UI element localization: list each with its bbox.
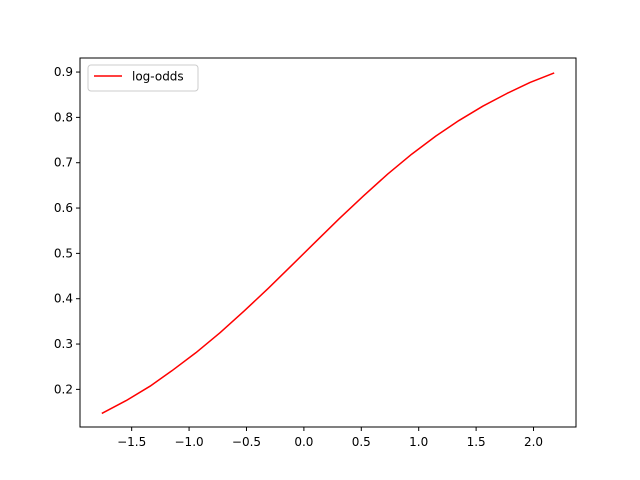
x-tick-label: 2.0 xyxy=(524,435,543,449)
y-tick-label: 0.7 xyxy=(54,156,73,170)
x-tick-label: −1.0 xyxy=(175,435,204,449)
x-tick-label: −1.5 xyxy=(117,435,146,449)
plot-area xyxy=(80,58,576,427)
y-tick-label: 0.8 xyxy=(54,110,73,124)
x-tick-label: 0.0 xyxy=(294,435,313,449)
series-line-log-odds xyxy=(101,72,555,415)
y-tick-label: 0.9 xyxy=(54,65,73,79)
x-tick-label: 0.5 xyxy=(352,435,371,449)
y-axis: 0.2 0.3 0.4 0.5 0.6 0.7 0.8 0.9 xyxy=(54,65,80,396)
y-tick-label: 0.2 xyxy=(54,382,73,396)
y-tick-label: 0.3 xyxy=(54,337,73,351)
series-layer xyxy=(101,72,555,415)
x-axis: −1.5 −1.0 −0.5 0.0 0.5 1.0 1.5 2.0 xyxy=(117,427,543,449)
x-tick-label: −0.5 xyxy=(232,435,261,449)
legend: log-odds xyxy=(87,64,199,92)
y-tick-label: 0.5 xyxy=(54,246,73,260)
legend-label: log-odds xyxy=(132,70,184,84)
plot-frame xyxy=(79,57,577,428)
legend-box xyxy=(87,64,199,92)
y-tick-label: 0.4 xyxy=(54,292,73,306)
y-tick-label: 0.6 xyxy=(54,201,73,215)
x-tick-label: 1.0 xyxy=(409,435,428,449)
x-tick-label: 1.5 xyxy=(467,435,486,449)
